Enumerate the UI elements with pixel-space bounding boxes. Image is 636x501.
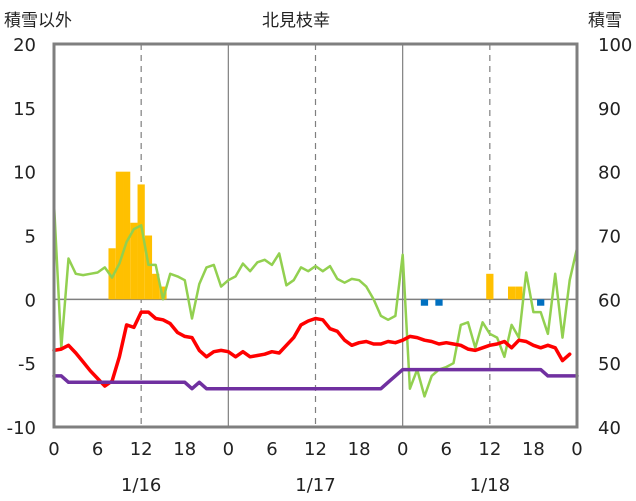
precip-bar [123,171,131,300]
right-tick-label: 70 [598,227,621,248]
left-tick-label: 0 [25,290,36,311]
left-axis-title: 積雪以外 [4,11,72,31]
right-tick-label: 60 [598,290,621,311]
right-axis-title: 積雪 [588,11,622,31]
left-tick-label: 20 [13,35,36,56]
chart-title: 北見枝幸 [262,11,330,31]
right-tick-label: 80 [598,163,621,184]
snow-depth-line [52,367,579,391]
precip-bar [137,184,145,300]
date-label: 1/16 [121,475,161,496]
x-tick-label: 0 [48,439,59,460]
date-label: 1/18 [470,475,510,496]
x-tick-label: 6 [441,439,452,460]
x-tick-label: 0 [397,439,408,460]
right-tick-label: 40 [598,418,621,439]
x-tick-label: 0 [223,439,234,460]
x-tick-label: 12 [304,439,327,460]
snowfall-bar [435,299,443,306]
lines-layer [52,202,579,398]
x-tick-label: 18 [348,439,371,460]
precip-bar [152,273,160,300]
bars-layer [108,171,545,306]
x-tick-label: 12 [478,439,501,460]
x-tick-label: 18 [522,439,545,460]
snowfall-bar [420,299,429,306]
x-tick-label: 12 [130,439,153,460]
x-tick-label: 18 [173,439,196,460]
precip-bar [486,273,494,300]
precip-bar [159,286,167,300]
left-tick-label: -5 [18,354,36,375]
precip-bar [144,235,153,300]
snowfall-bar [537,299,545,306]
precip-bar [515,286,523,300]
temperature-line [52,310,572,388]
precip-bar [115,171,124,300]
precip-bar [130,222,138,300]
right-tick-label: 90 [598,99,621,120]
left-tick-label: 5 [25,227,36,248]
plot-frame [52,42,579,429]
right-tick-label: 100 [598,35,632,56]
left-tick-label: 15 [13,99,36,120]
left-tick-label: -10 [7,418,36,439]
precip-bar [507,286,516,300]
date-label: 1/17 [295,475,335,496]
x-tick-label: 0 [571,439,582,460]
x-tick-label: 6 [266,439,277,460]
left-tick-label: 10 [13,163,36,184]
precip-bar [108,248,116,300]
wind-line [52,202,579,398]
x-tick-label: 6 [92,439,103,460]
right-tick-label: 50 [598,354,621,375]
